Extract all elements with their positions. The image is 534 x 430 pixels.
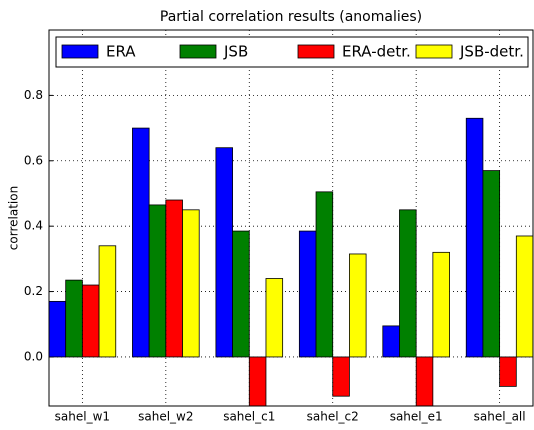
- y-tick-label: 0.4: [24, 219, 43, 233]
- y-tick-label: 0.0: [24, 349, 43, 363]
- legend-label: ERA: [106, 43, 136, 61]
- bar: [332, 356, 350, 397]
- legend-label: ERA-detr.: [342, 43, 411, 61]
- bar: [248, 356, 267, 406]
- x-tick-label: sahel_c2: [307, 410, 359, 424]
- legend-swatch: [61, 44, 99, 59]
- bar: [182, 209, 200, 358]
- bar: [65, 279, 83, 358]
- bar: [49, 300, 67, 358]
- x-tick-label: sahel_w2: [138, 410, 193, 424]
- x-tick-label: sahel_e1: [390, 410, 443, 424]
- chart-title: Partial correlation results (anomalies): [160, 9, 422, 25]
- x-tick-label: sahel_all: [474, 410, 526, 424]
- legend-swatch: [415, 44, 453, 59]
- bar: [432, 251, 450, 358]
- x-tick-label: sahel_c1: [223, 410, 275, 424]
- x-tick-label: sahel_w1: [55, 410, 110, 424]
- bar: [232, 230, 250, 358]
- bar: [165, 199, 183, 358]
- bar: [499, 356, 517, 387]
- legend-swatch: [297, 44, 335, 59]
- legend-label: JSB: [223, 43, 248, 61]
- bar: [81, 284, 100, 358]
- bar: [98, 245, 117, 358]
- bar: [215, 147, 233, 358]
- bar: [415, 356, 434, 406]
- bar: [482, 170, 501, 358]
- bar: [465, 117, 484, 358]
- legend-label: JSB-detr.: [459, 43, 524, 61]
- bar: [315, 191, 334, 358]
- bar: [382, 325, 400, 358]
- y-tick-label: 0.8: [24, 88, 43, 102]
- bar: [399, 209, 417, 358]
- y-tick-label: 0.6: [24, 153, 43, 167]
- bar: [298, 230, 317, 358]
- legend: ERA JSB ERA-detr. JSB-detr.: [55, 36, 529, 68]
- bar: [148, 204, 167, 358]
- legend-swatch: [179, 44, 217, 59]
- bar: [132, 127, 150, 358]
- bar: [349, 253, 367, 358]
- bar: [515, 235, 533, 358]
- y-axis-label: correlation: [7, 186, 21, 250]
- bars: [49, 117, 533, 406]
- y-tick-label: 0.2: [24, 284, 43, 298]
- bar: [265, 278, 284, 358]
- plot-frame: [48, 29, 534, 407]
